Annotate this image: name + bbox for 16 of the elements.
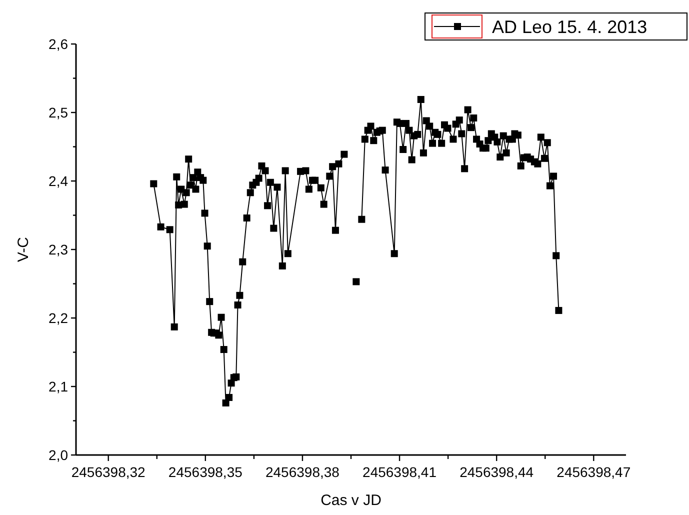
y-tick-label: 2,5 [48, 104, 68, 120]
x-tick-label: 2456398,44 [460, 464, 534, 480]
legend-label: AD Leo 15. 4. 2013 [492, 17, 648, 37]
x-tick-label: 2456398,41 [362, 464, 437, 480]
x-tick-label: 2456398,47 [556, 464, 631, 480]
y-tick-label: 2,2 [48, 310, 68, 326]
y-tick-label: 2,0 [48, 447, 68, 463]
x-tick-label: 2456398,38 [265, 464, 340, 480]
x-axis-title: Cas v JD [320, 492, 382, 509]
y-tick-label: 2,4 [48, 173, 68, 189]
x-tick-label: 2456398,32 [71, 464, 146, 480]
y-axis-title: V-C [15, 236, 32, 262]
y-tick-label: 2,3 [48, 242, 68, 258]
y-tick-label: 2,1 [48, 378, 68, 394]
x-tick-label: 2456398,35 [168, 464, 243, 480]
y-tick-label: 2,6 [48, 36, 68, 52]
